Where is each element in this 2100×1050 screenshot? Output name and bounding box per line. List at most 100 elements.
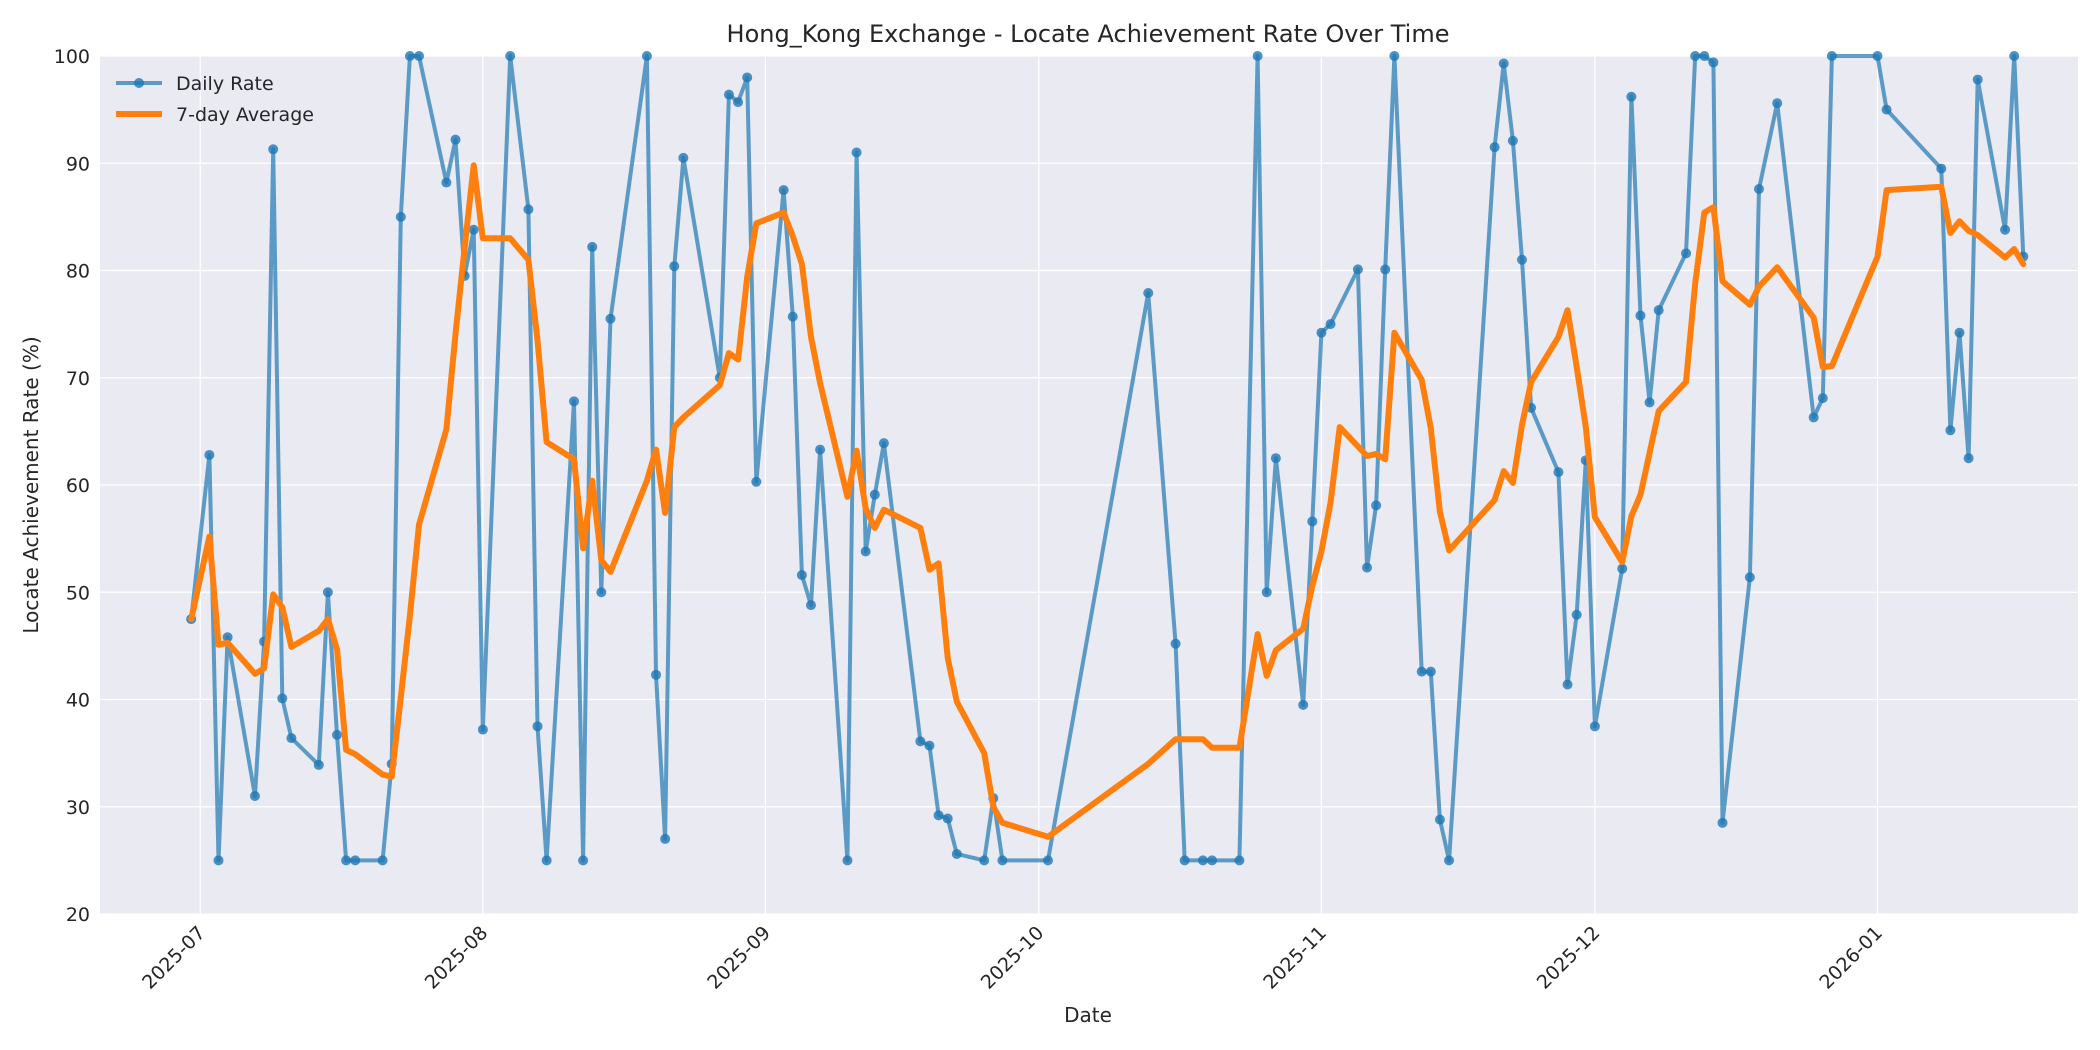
chart-title: Hong_Kong Exchange - Locate Achievement … [727,20,1450,48]
data-point-marker [1425,666,1436,677]
data-point-marker [796,570,807,581]
data-point-marker [1207,855,1218,866]
y-tick-label: 60 [66,475,90,497]
data-point-marker [723,89,734,100]
data-point-marker [1179,855,1190,866]
data-point-marker [377,855,388,866]
data-point-marker [1143,288,1154,299]
y-tick-label: 90 [66,153,90,175]
data-point-marker [1945,425,1956,436]
data-point-marker [997,855,1008,866]
data-point-marker [1507,135,1518,146]
data-point-marker [468,224,479,235]
data-point-marker [414,51,425,61]
data-point-marker [1571,609,1582,620]
data-point-marker [1352,264,1363,275]
data-point-marker [1817,393,1828,404]
data-point-marker [1371,500,1382,511]
data-point-marker [1562,679,1573,690]
data-point-marker [1699,51,1710,61]
data-point-marker [1644,397,1655,408]
data-point-marker [878,438,889,449]
data-point-marker [1434,814,1445,825]
data-point-marker [222,632,233,643]
y-tick-label: 100 [54,46,90,68]
data-point-marker [1708,57,1719,68]
data-point-marker [1325,319,1336,330]
data-point-marker [1772,98,1783,109]
legend-daily-marker-icon [134,78,144,88]
data-point-marker [1416,666,1427,677]
data-point-marker [404,51,415,61]
data-point-marker [450,134,461,145]
data-point-marker [1617,563,1628,574]
data-point-marker [1553,467,1564,478]
data-point-marker [924,740,935,751]
data-point-marker [523,204,534,215]
data-point-marker [1881,104,1892,115]
data-point-marker [933,810,944,821]
series-layer [186,51,2029,866]
data-point-marker [942,813,953,824]
data-point-marker [587,241,598,252]
data-point-marker [1307,516,1318,527]
data-point-marker [1963,453,1974,464]
data-point-marker [842,855,853,866]
data-point-marker [951,848,962,859]
data-point-marker [286,733,297,744]
data-point-marker [249,791,260,802]
data-point-marker [1626,91,1637,102]
data-point-marker [1170,638,1181,649]
data-point-marker [1298,699,1309,710]
data-point-marker [1826,51,1837,61]
data-point-marker [1744,572,1755,583]
data-point-marker [331,729,342,740]
data-point-marker [1380,264,1391,275]
data-point-marker [341,855,352,866]
data-point-marker [568,396,579,407]
data-point-marker [1872,51,1883,61]
data-point-marker [660,833,671,844]
data-point-marker [477,724,488,735]
y-tick-label: 50 [66,582,90,604]
data-point-marker [751,476,762,487]
y-axis-ticks: 20 30 40 50 60 70 80 90 100 [54,46,90,926]
data-point-marker [505,51,516,61]
y-tick-label: 80 [66,261,90,283]
data-point-marker [578,855,589,866]
data-point-marker [1234,855,1245,866]
data-point-marker [915,736,926,747]
y-axis-title: Locate Achievement Rate (%) [19,336,43,633]
data-point-marker [1653,305,1664,316]
data-point-marker [851,147,862,158]
data-point-marker [805,600,816,611]
average-line [188,162,2027,840]
data-point-marker [350,855,361,866]
y-tick-label: 30 [66,797,90,819]
data-point-marker [1753,183,1764,194]
data-point-marker [1972,74,1983,85]
x-axis-title: Date [1064,1003,1112,1027]
data-point-marker [268,144,279,155]
data-point-marker [1690,51,1701,61]
data-point-marker [605,313,616,324]
data-point-marker [1316,327,1327,338]
data-point-marker [441,177,452,188]
legend-average-label: 7-day Average [176,104,314,126]
data-point-marker [1635,310,1646,321]
daily-rate-line [189,54,2026,863]
y-tick-label: 70 [66,368,90,390]
data-point-marker [651,669,662,680]
data-point-marker [869,489,880,500]
data-point-marker [1681,248,1692,259]
data-point-marker [1270,453,1281,464]
data-point-marker [778,185,789,196]
data-point-marker [1261,587,1272,598]
data-point-marker [1808,412,1819,423]
data-point-marker [1717,817,1728,828]
data-point-marker [1489,142,1500,153]
data-point-marker [1252,51,1263,61]
data-point-marker [787,311,798,322]
